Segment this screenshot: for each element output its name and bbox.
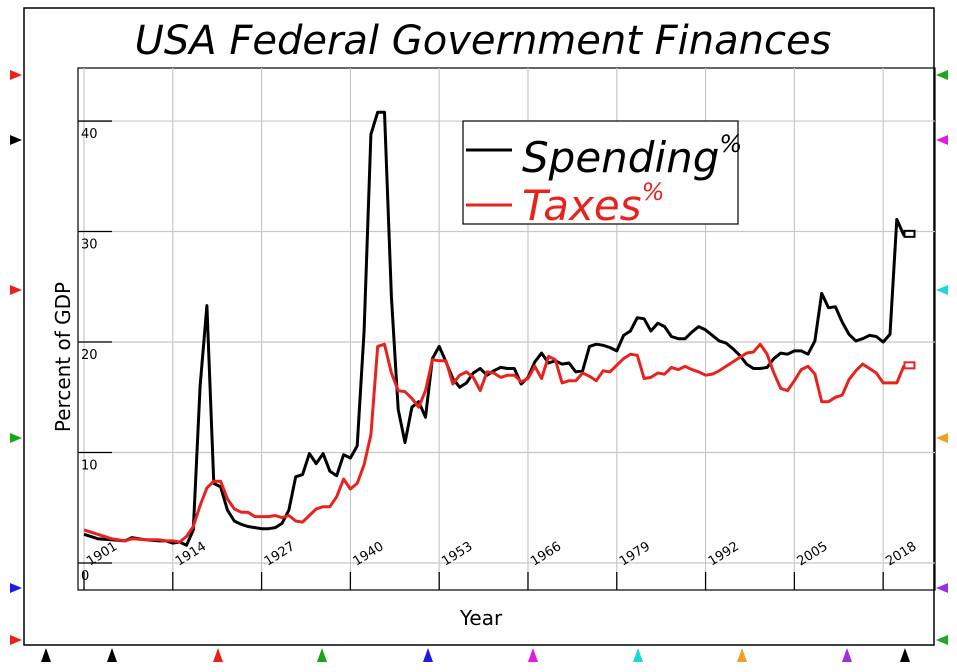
left-edge-marker bbox=[10, 635, 22, 645]
bottom-edge-marker bbox=[213, 648, 223, 662]
x-tick-label-1953: 1953 bbox=[439, 539, 475, 569]
x-axis-title: Year bbox=[459, 606, 503, 630]
x-tick-label-2005: 2005 bbox=[795, 539, 831, 569]
x-tick-label-2018: 2018 bbox=[883, 539, 919, 569]
right-edge-marker bbox=[936, 583, 948, 593]
bottom-edge-marker bbox=[842, 648, 852, 662]
bottom-edge-marker bbox=[900, 648, 910, 662]
x-tick-label-1979: 1979 bbox=[617, 539, 653, 569]
x-tick-label-1992: 1992 bbox=[706, 539, 742, 569]
right-edge-marker bbox=[936, 285, 948, 295]
y-tick-label-0: 0 bbox=[81, 569, 89, 584]
y-tick-label-10: 10 bbox=[81, 459, 98, 474]
left-edge-marker bbox=[10, 135, 22, 145]
series-end-marker-taxes bbox=[903, 361, 916, 370]
series-lines bbox=[83, 110, 911, 547]
right-edge-marker bbox=[936, 433, 948, 443]
legend: Spending% Taxes% bbox=[462, 120, 742, 230]
chart-title: USA Federal Government Finances bbox=[135, 18, 832, 64]
series-line-spending bbox=[83, 110, 911, 547]
bottom-edge-marker bbox=[423, 648, 433, 662]
bottom-edge-marker bbox=[107, 648, 117, 662]
legend-label-taxes: Taxes% bbox=[522, 178, 664, 230]
edge-markers bbox=[10, 70, 948, 662]
y-tick-label-20: 20 bbox=[81, 348, 98, 363]
legend-box bbox=[462, 120, 739, 225]
grid bbox=[78, 68, 935, 575]
right-edge-marker bbox=[936, 70, 948, 80]
bottom-edge-marker bbox=[41, 648, 51, 662]
left-edge-marker bbox=[10, 70, 22, 80]
left-edge-marker bbox=[10, 285, 22, 295]
left-edge-marker bbox=[10, 583, 22, 593]
x-tick-label-1901: 1901 bbox=[84, 539, 120, 569]
right-edge-marker bbox=[936, 635, 948, 645]
plot-frame bbox=[77, 67, 936, 591]
y-tick-label-40: 40 bbox=[81, 127, 98, 142]
bottom-edge-marker bbox=[737, 648, 747, 662]
bottom-edge-marker bbox=[528, 648, 538, 662]
left-edge-marker bbox=[10, 433, 22, 443]
legend-label-spending: Spending% bbox=[522, 130, 742, 182]
bottom-edge-marker bbox=[317, 648, 327, 662]
series-line-taxes bbox=[83, 342, 911, 544]
y-axis-title: Percent of GDP bbox=[51, 282, 75, 432]
x-tick-label-1927: 1927 bbox=[262, 539, 298, 569]
end-markers bbox=[903, 229, 916, 370]
outer-frame bbox=[23, 7, 935, 646]
x-tick-label-1940: 1940 bbox=[351, 539, 387, 569]
y-tick-labels: 0 10 20 30 40 bbox=[81, 127, 98, 584]
y-tick-label-30: 30 bbox=[81, 238, 98, 253]
right-edge-marker bbox=[936, 135, 948, 145]
series-end-marker-spending bbox=[903, 229, 916, 238]
tick-marks bbox=[78, 120, 884, 590]
x-tick-label-1966: 1966 bbox=[528, 539, 564, 569]
bottom-edge-marker bbox=[633, 648, 643, 662]
